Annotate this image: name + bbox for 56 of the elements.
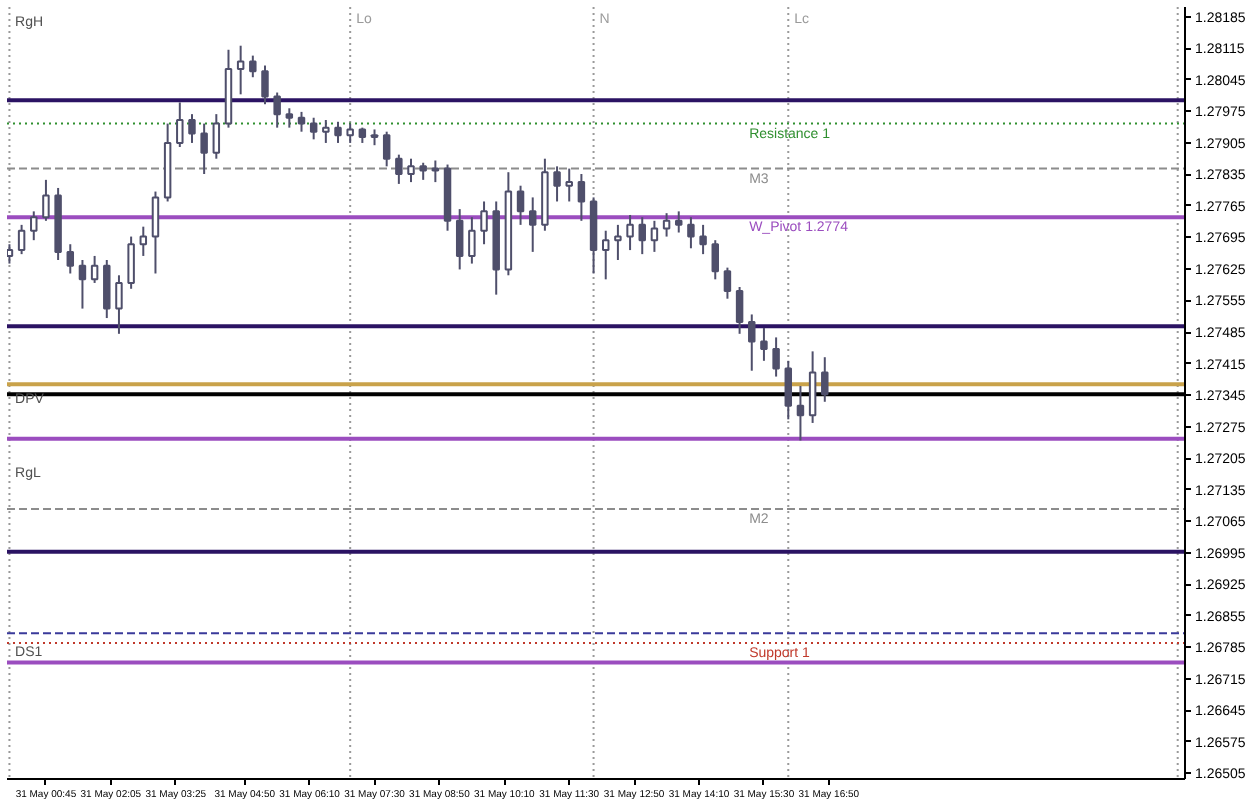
candlestick (7, 243, 14, 265)
candlestick (261, 64, 269, 106)
candlestick (675, 210, 683, 234)
candlestick (662, 212, 671, 238)
candlestick (103, 258, 111, 320)
candlestick (90, 254, 99, 284)
candlestick (808, 350, 817, 424)
candlestick (78, 258, 87, 310)
candlestick (468, 216, 476, 265)
candlestick (528, 196, 537, 253)
candlestick (480, 200, 488, 246)
candlestick (687, 216, 695, 250)
candlestick (796, 385, 805, 442)
candlestick (273, 91, 281, 129)
candlestick (297, 110, 306, 133)
candlestick (176, 101, 184, 148)
candlestick (395, 153, 403, 185)
candlestick (821, 356, 829, 403)
candlestick (17, 223, 26, 256)
candlestick (42, 178, 50, 222)
candlestick (407, 157, 415, 184)
candlestick (66, 243, 75, 275)
candlestick (30, 210, 38, 242)
candlestick (748, 313, 756, 372)
candlestick (711, 239, 719, 281)
candlestick (139, 225, 148, 257)
candlestick (455, 208, 464, 271)
candlestick (236, 44, 245, 96)
candlestick (200, 122, 208, 175)
candlestick (577, 173, 586, 222)
candlestick (212, 113, 221, 160)
candlestick (127, 235, 135, 290)
candlestick (115, 274, 123, 335)
candlestick (723, 266, 732, 300)
candlestick (309, 116, 318, 141)
candlestick (322, 118, 330, 144)
candlestick (516, 184, 525, 226)
candlestick (638, 216, 646, 256)
candlestick (151, 190, 160, 275)
candlestick (553, 165, 561, 203)
candlestick (735, 285, 744, 335)
candlestick (772, 336, 780, 378)
candlestick (760, 326, 768, 362)
candlestick (626, 213, 634, 252)
candlestick (334, 120, 342, 144)
candlestick (346, 122, 354, 144)
candlestick (602, 229, 610, 281)
candlestick (699, 223, 707, 256)
candlestick (614, 223, 622, 261)
candlestick (382, 130, 391, 168)
candlestick (784, 359, 793, 421)
candlestick (285, 107, 294, 129)
candlestick (249, 54, 257, 79)
candlestick (565, 167, 573, 203)
candlestick (650, 219, 659, 253)
candlestick (188, 113, 196, 144)
